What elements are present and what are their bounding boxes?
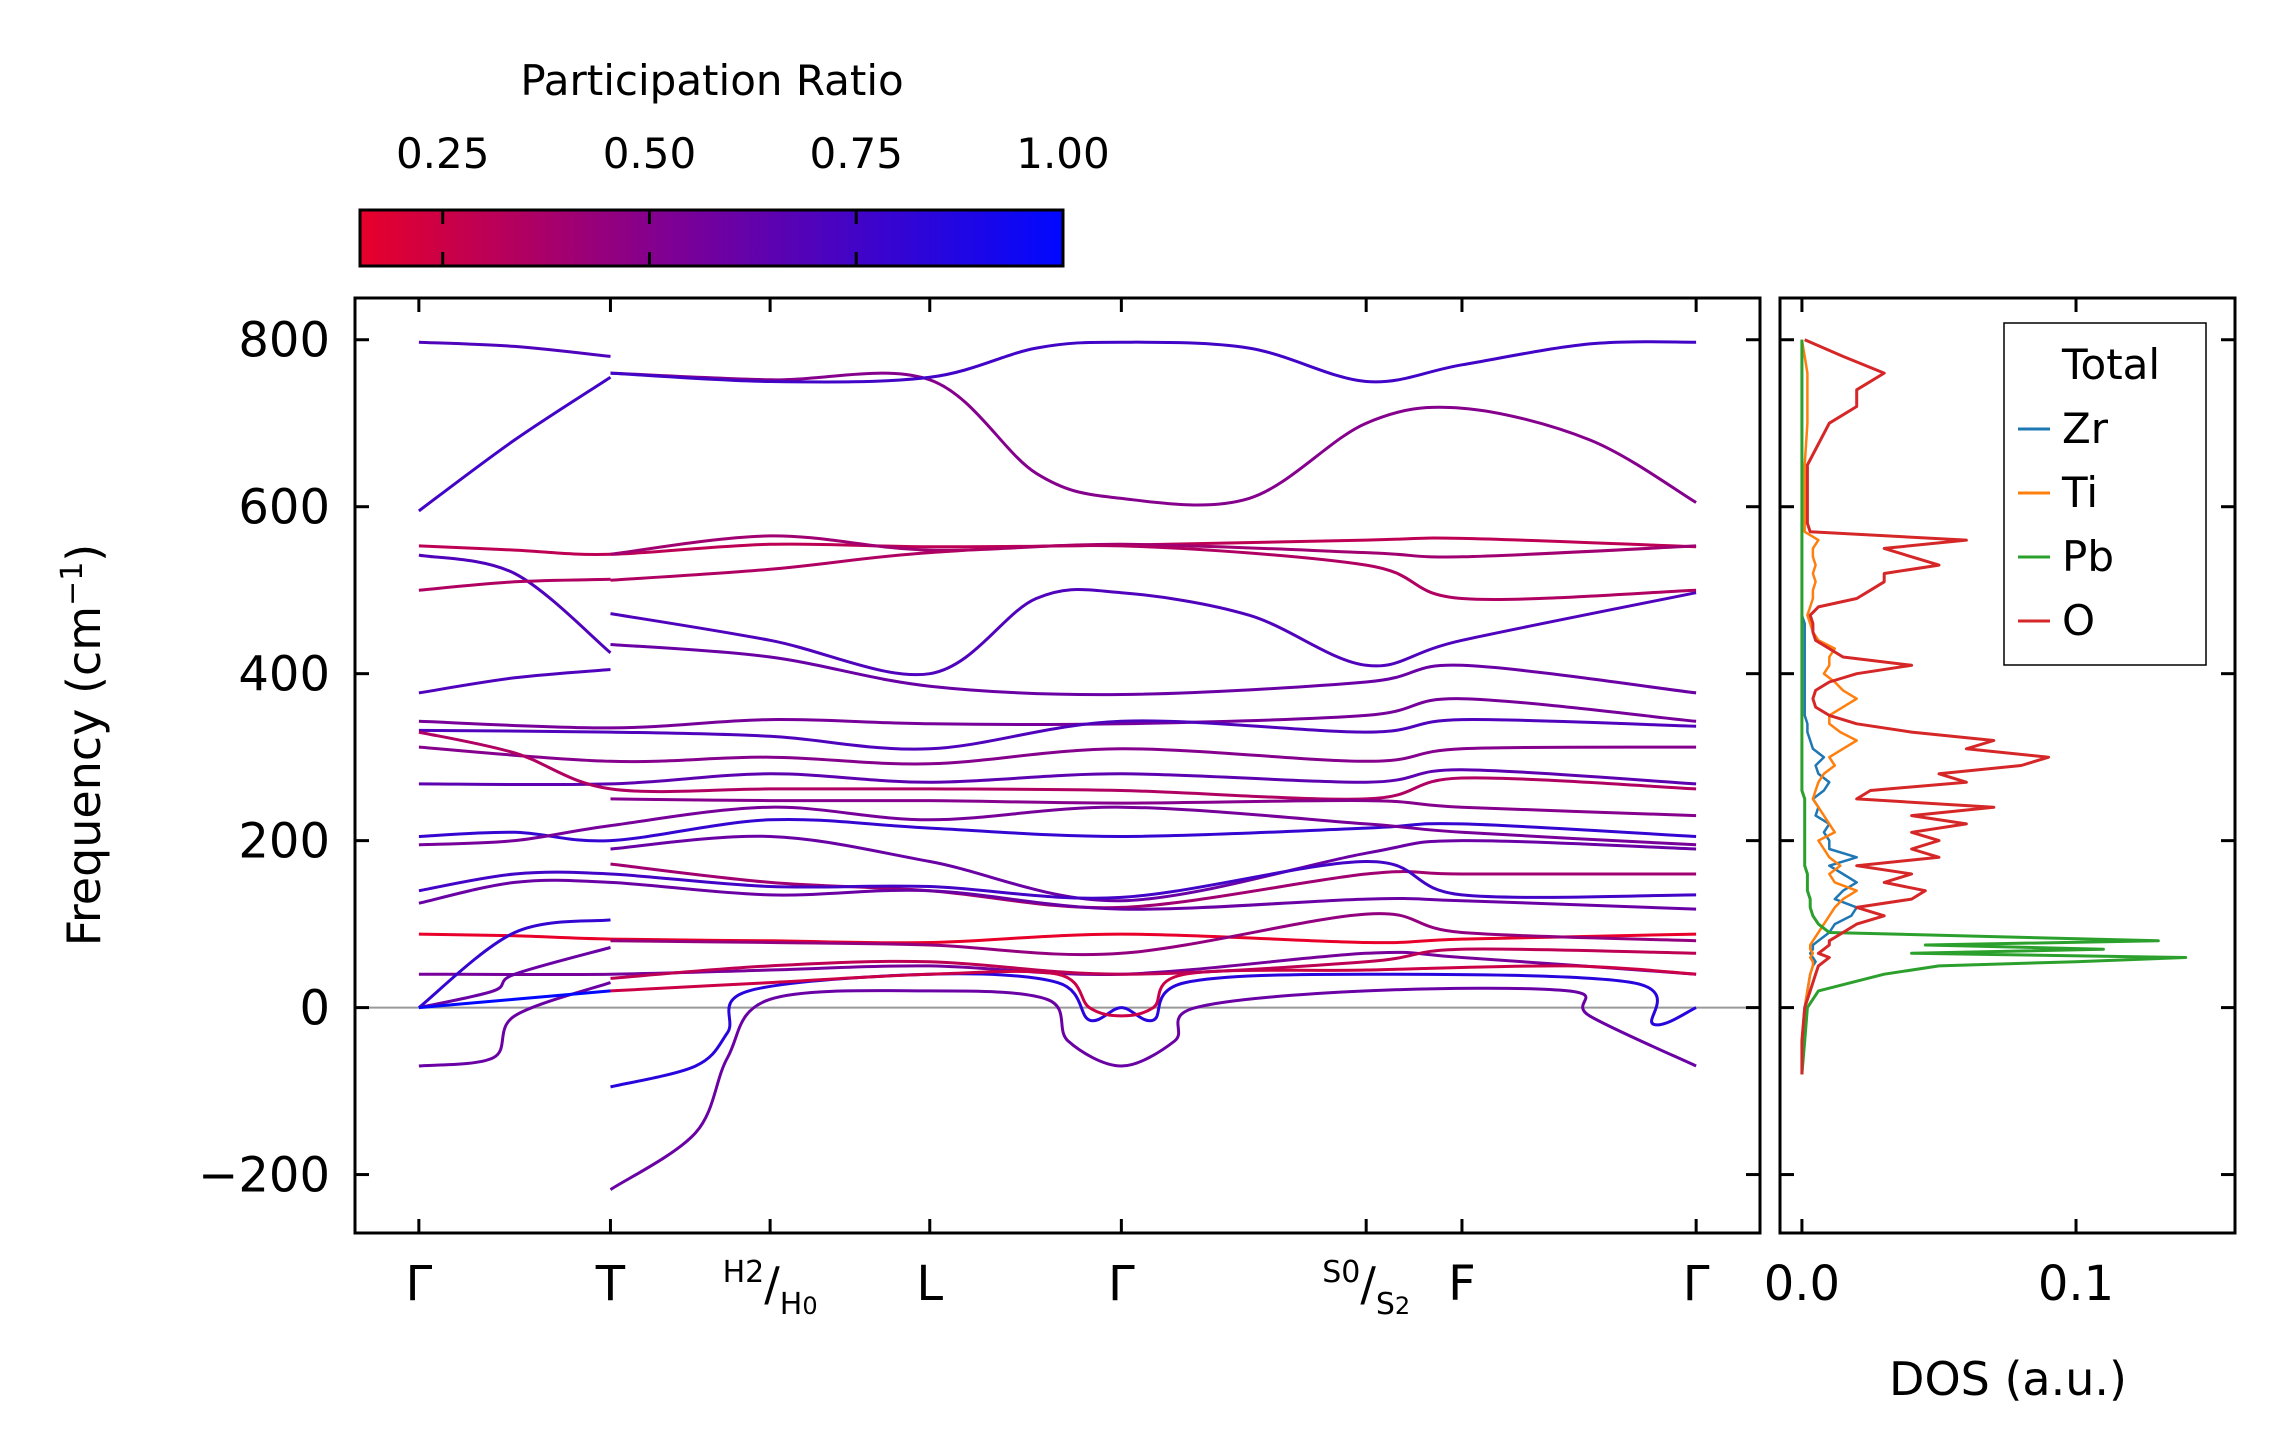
k-point-label: H2/H0	[723, 1255, 818, 1322]
dos-x-tick-label: 0.1	[2038, 1256, 2114, 1312]
k-point-label: Γ	[405, 1256, 432, 1312]
band-line-19	[418, 805, 1697, 847]
band-line-16	[418, 730, 1697, 801]
y-axis-label-text: Frequency (cm	[57, 606, 111, 946]
y-tick-label: 600	[238, 480, 330, 536]
band-line-4	[418, 536, 1697, 556]
band-plot-frame	[353, 296, 1762, 1235]
band-line-30	[418, 989, 611, 1010]
band-line-34	[610, 947, 1697, 980]
band-line-12	[418, 697, 1697, 730]
k-point-label: Γ	[1108, 1256, 1135, 1312]
dos-plot-frame	[1778, 296, 2237, 1235]
bands-group	[417, 340, 1697, 1191]
y-tick-label: 800	[238, 313, 330, 369]
band-line-28	[418, 946, 611, 1010]
y-axis-label: Frequency (cm−1)	[55, 544, 111, 947]
band-line-5	[418, 553, 612, 654]
colorbar-gradient	[358, 208, 1065, 268]
colorbar-tick-label: 0.50	[603, 129, 697, 178]
y-axis-label-end: )	[57, 544, 111, 562]
legend-label-pb: Pb	[2062, 532, 2114, 581]
band-line-10	[610, 587, 1697, 677]
band-line-2	[610, 371, 1697, 507]
dos-line-zr	[1800, 339, 1858, 1075]
band-line-17	[610, 797, 1697, 818]
colorbar-title: Participation Ratio	[520, 56, 903, 105]
colorbar-tick-label: 0.75	[809, 129, 903, 178]
band-line-31	[609, 986, 1697, 1191]
band-line-24	[418, 932, 1697, 945]
k-point-label: F	[1448, 1256, 1476, 1312]
colorbar: Participation Ratio 0.25 0.50 0.75 1.00	[358, 56, 1110, 268]
k-point-label: L	[916, 1256, 943, 1312]
dos-x-tick-label: 0.0	[1764, 1256, 1840, 1312]
band-line-20	[610, 834, 1697, 903]
band-axis-ticks: −200 0 200 400 600 800 Γ T H2/H0 L Γ S0/S2 F Γ	[198, 298, 1760, 1322]
band-line-21	[610, 862, 1697, 910]
legend-items: Total Zr Ti Pb O	[2018, 340, 2160, 645]
legend-label-o: O	[2062, 596, 2095, 645]
dos-lines-group	[1800, 338, 2188, 1075]
band-line-14	[418, 745, 1697, 766]
band-line-15	[418, 768, 1697, 787]
legend-label-zr: Zr	[2062, 404, 2109, 453]
dos-panel: 0.0 0.1 DOS (a.u.) Total Zr Ti Pb O	[1764, 296, 2237, 1406]
legend-label-ti: Ti	[2061, 468, 2098, 517]
band-line-27	[417, 918, 611, 1009]
y-tick-label: 0	[299, 981, 330, 1037]
band-line-6	[418, 577, 611, 592]
y-tick-label: 200	[238, 814, 330, 870]
band-line-0	[418, 340, 611, 358]
dos-axis-ticks: 0.0 0.1	[1764, 298, 2235, 1312]
colorbar-ticks: 0.25 0.50 0.75 1.00	[396, 129, 1110, 266]
band-line-23	[418, 878, 1697, 911]
band-line-8	[610, 534, 1697, 559]
x-axis-label-dos: DOS (a.u.)	[1889, 1352, 2127, 1406]
k-point-label: S0/S2	[1322, 1255, 1410, 1322]
colorbar-tick-label: 0.25	[396, 129, 490, 178]
band-line-18	[418, 817, 1697, 843]
band-line-1	[418, 376, 612, 513]
band-line-26	[610, 912, 1697, 957]
dos-line-ti	[1800, 339, 1858, 1075]
band-line-3	[610, 340, 1697, 384]
band-line-9	[610, 543, 1697, 601]
dos-legend: Total Zr Ti Pb O	[2003, 322, 2207, 666]
band-line-13	[418, 717, 1697, 751]
band-structure-panel: Frequency (cm−1) −200 0 200 400 600 800 Γ T H2/H…	[55, 296, 1762, 1322]
y-axis-label-sup: −1	[55, 562, 90, 606]
band-line-11	[610, 643, 1697, 697]
y-tick-label: −200	[198, 1148, 330, 1204]
colorbar-tick-label: 1.00	[1016, 129, 1110, 178]
k-point-label: T	[595, 1256, 626, 1312]
band-line-32	[610, 972, 1697, 1089]
k-point-label: Γ	[1683, 1256, 1710, 1312]
band-line-33	[610, 964, 1697, 1018]
dos-line-o	[1800, 338, 2051, 1075]
band-line-7	[418, 668, 611, 695]
dos-line-pb	[1800, 339, 2188, 1075]
band-line-29	[418, 981, 611, 1068]
band-line-22	[418, 859, 1697, 900]
y-tick-label: 400	[238, 647, 330, 703]
legend-label-total: Total	[2061, 340, 2160, 389]
